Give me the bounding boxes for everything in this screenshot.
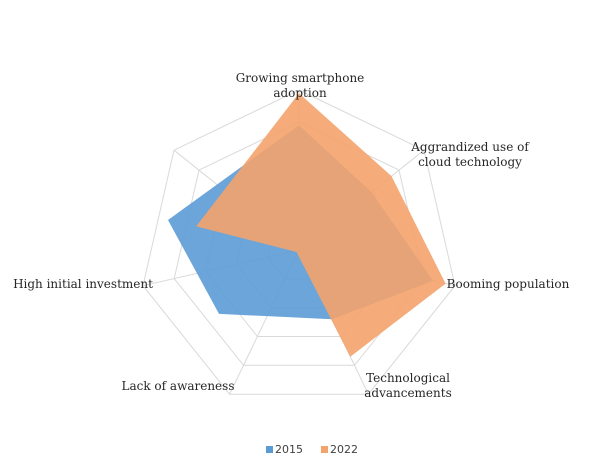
series-area-2022	[196, 93, 446, 357]
category-labels: Growing smartphone adoption Aggrandized us…	[13, 71, 570, 400]
category-label: Booming population	[447, 277, 570, 291]
legend: 2015 2022	[266, 443, 358, 456]
legend-swatch	[321, 446, 328, 453]
series-layer	[168, 93, 446, 357]
grid-ring	[142, 89, 456, 395]
category-label: Technological advancements	[364, 371, 452, 400]
legend-label: 2015	[275, 443, 303, 456]
category-label: Lack of awareness	[122, 379, 235, 393]
grid-ring	[173, 121, 425, 366]
legend-label: 2022	[330, 443, 358, 456]
category-label: High initial investment	[13, 277, 153, 291]
legend-swatch	[266, 446, 273, 453]
category-label: Growing smartphone adoption	[236, 71, 365, 100]
category-label: Aggrandized use of cloud technology	[410, 140, 530, 169]
